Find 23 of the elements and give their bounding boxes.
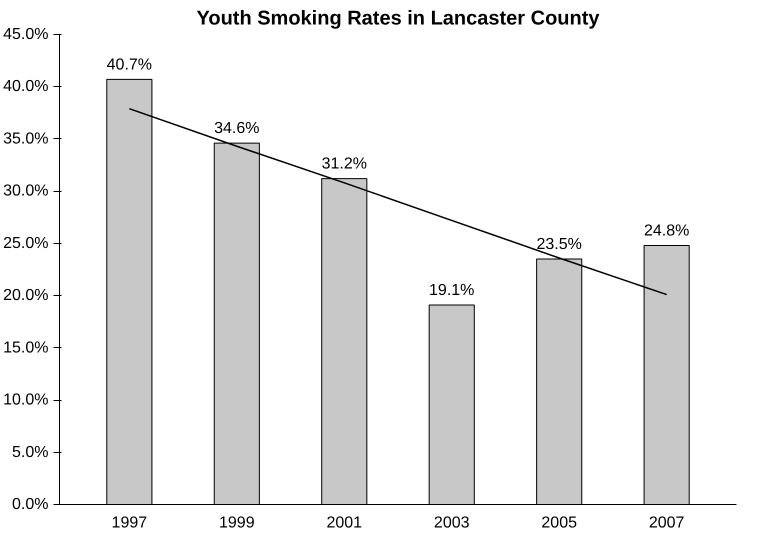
y-tick-label: 15.0% [3,339,49,356]
x-tick-label: 2001 [326,514,362,532]
x-tick-label: 1999 [219,514,255,532]
y-tick-label: 25.0% [3,234,49,252]
data-label: 34.6% [214,120,260,138]
data-label: 23.5% [536,236,582,254]
x-tick-label: 2003 [434,514,470,532]
y-tick-label: 10.0% [3,392,49,409]
x-tick-label: 1997 [112,514,148,532]
data-label: 40.7% [106,56,152,74]
y-tick-label: 35.0% [3,130,49,148]
data-label: 31.2% [322,156,367,173]
x-tick-label: 2005 [541,514,578,532]
y-tick-label: 40.0% [3,78,49,96]
y-tick-label: 0.0% [12,496,48,513]
data-label: 19.1% [429,282,474,300]
y-tick-label: 30.0% [3,182,49,200]
y-tick-label: 20.0% [3,287,49,304]
y-tick-label: 45.0% [3,26,49,43]
chart-title: Youth Smoking Rates in Lancaster County [196,8,600,30]
x-tick-label: 2007 [648,514,685,532]
data-label: 24.8% [644,222,690,240]
y-tick-label: 5.0% [12,444,48,461]
